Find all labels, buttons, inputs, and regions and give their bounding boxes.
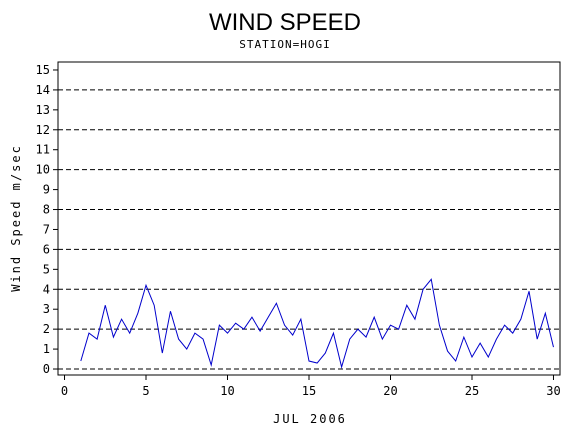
y-tick-label: 9 — [43, 183, 50, 197]
plot-frame — [57, 61, 561, 376]
y-tick-label: 4 — [43, 282, 50, 296]
y-tick-label: 8 — [43, 203, 50, 217]
y-tick-label: 2 — [43, 322, 50, 336]
x-tick-label: 25 — [465, 384, 479, 398]
x-axis-label: JUL 2006 — [273, 412, 347, 426]
y-tick-label: 15 — [36, 63, 50, 77]
x-tick-label: 15 — [302, 384, 316, 398]
y-tick-label: 1 — [43, 342, 50, 356]
y-tick-label: 12 — [36, 123, 50, 137]
x-tick-label: 10 — [220, 384, 234, 398]
y-tick-label: 14 — [36, 83, 50, 97]
y-axis-label: Wind Speed m/sec — [9, 144, 23, 292]
y-tick-label: 10 — [36, 163, 50, 177]
y-tick-label: 3 — [43, 302, 50, 316]
chart-title: WIND SPEED — [209, 9, 361, 36]
x-tick-label: 0 — [61, 384, 68, 398]
y-tick-label: 5 — [43, 262, 50, 276]
x-tick-label: 5 — [142, 384, 149, 398]
y-tick-label: 7 — [43, 222, 50, 236]
x-tick-label: 30 — [546, 384, 560, 398]
y-tick-label: 13 — [36, 103, 50, 117]
y-tick-label: 0 — [43, 362, 50, 376]
y-tick-label: 11 — [36, 143, 50, 157]
data-line — [80, 278, 554, 369]
x-tick-label: 20 — [383, 384, 397, 398]
y-tick-label: 6 — [43, 242, 50, 256]
chart-subtitle: STATION=HOGI — [239, 38, 330, 51]
